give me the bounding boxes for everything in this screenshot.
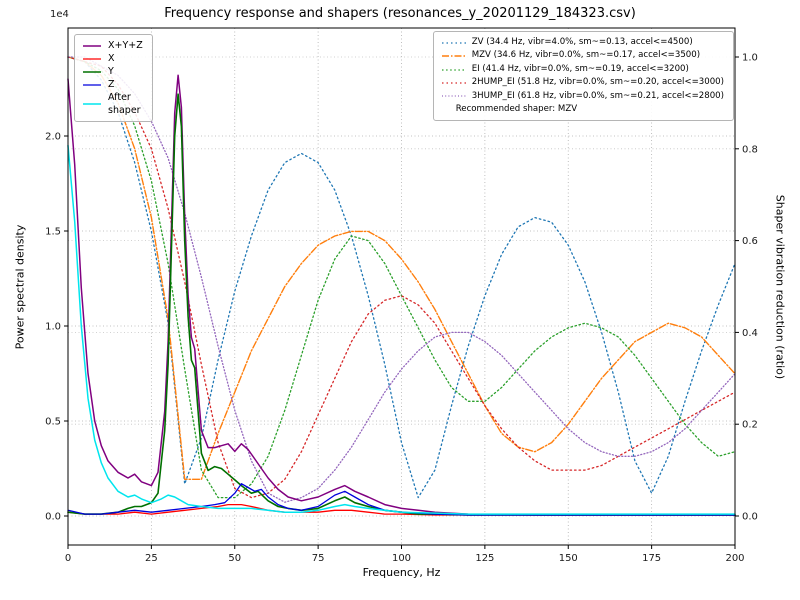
svg-text:0.5: 0.5 — [45, 417, 61, 428]
y-axis-left-label: Power spectral density — [13, 224, 27, 350]
svg-text:2.0: 2.0 — [45, 132, 61, 143]
svg-text:0.2: 0.2 — [742, 420, 758, 431]
legend-label-xyz: X+Y+Z — [108, 40, 143, 51]
line-sample-xyz-icon — [83, 44, 101, 47]
legend-item-after-shaper: After shaper — [82, 91, 143, 117]
svg-text:1.0: 1.0 — [45, 322, 61, 333]
line-sample-mzv-icon — [441, 55, 466, 57]
svg-text:175: 175 — [642, 553, 661, 564]
svg-text:0.8: 0.8 — [742, 144, 758, 155]
line-sample-3hump-ei-icon — [441, 95, 466, 97]
legend-item-2hump-ei: 2HUMP_EI (51.8 Hz, vibr=0.0%, sm~=0.20, … — [441, 76, 724, 89]
line-sample-ei-icon — [441, 68, 466, 71]
legend-item-xyz: X+Y+Z — [82, 39, 143, 52]
y-axis-offset-label: 1e4 — [50, 9, 69, 20]
legend-label-z: Z — [108, 79, 115, 90]
recommended-shaper-text: Recommended shaper: MZV — [455, 104, 578, 115]
legend-item-y: Y — [82, 65, 143, 78]
svg-text:100: 100 — [392, 553, 411, 564]
svg-text:75: 75 — [312, 553, 325, 564]
x-axis-label: Frequency, Hz — [362, 566, 441, 579]
legend-label-x: X — [108, 53, 115, 64]
svg-text:0: 0 — [65, 553, 71, 564]
line-sample-y-icon — [83, 70, 101, 73]
svg-text:1.5: 1.5 — [45, 227, 61, 238]
svg-text:50: 50 — [228, 553, 241, 564]
line-sample-x-icon — [83, 57, 101, 60]
line-sample-zv-icon — [441, 42, 466, 44]
legend-item-x: X — [82, 52, 143, 65]
legend-item-mzv: MZV (34.6 Hz, vibr=0.0%, sm~=0.17, accel… — [441, 49, 724, 62]
svg-text:0.0: 0.0 — [45, 512, 61, 523]
legend-label-zv: ZV (34.4 Hz, vibr=4.0%, sm~=0.13, accel<… — [471, 37, 693, 47]
legend-item-3hump-ei: 3HUMP_EI (61.8 Hz, vibr=0.0%, sm~=0.21, … — [441, 90, 724, 103]
legend-label-y: Y — [108, 66, 114, 77]
line-sample-2hump-ei-icon — [441, 82, 466, 84]
svg-text:150: 150 — [559, 553, 578, 564]
legend-item-zv: ZV (34.4 Hz, vibr=4.0%, sm~=0.13, accel<… — [441, 36, 724, 49]
svg-text:0.6: 0.6 — [742, 236, 758, 247]
legend-recommended-shaper: Recommended shaper: MZV — [441, 103, 724, 116]
svg-text:1.0: 1.0 — [742, 53, 758, 64]
svg-text:200: 200 — [725, 553, 744, 564]
y-axis-right-label: Shaper vibration reduction (ratio) — [773, 194, 787, 380]
legend-item-z: Z — [82, 78, 143, 91]
legend-label-mzv: MZV (34.6 Hz, vibr=0.0%, sm~=0.17, accel… — [471, 50, 701, 61]
line-sample-after-shaper-icon — [83, 103, 101, 105]
legend-psd: X+Y+Z X Y Z After shaper — [74, 34, 153, 122]
svg-text:125: 125 — [475, 553, 494, 564]
line-sample-z-icon — [83, 83, 101, 86]
legend-label-after-shaper: After shaper — [108, 92, 141, 116]
legend-label-ei: EI (41.4 Hz, vibr=0.0%, sm~=0.19, accel<… — [471, 63, 689, 74]
legend-label-2hump-ei: 2HUMP_EI (51.8 Hz, vibr=0.0%, sm~=0.20, … — [471, 77, 724, 88]
legend-shapers: ZV (34.4 Hz, vibr=4.0%, sm~=0.13, accel<… — [432, 31, 734, 122]
svg-text:0.4: 0.4 — [742, 328, 758, 339]
svg-text:25: 25 — [145, 553, 158, 564]
legend-item-ei: EI (41.4 Hz, vibr=0.0%, sm~=0.19, accel<… — [441, 63, 724, 76]
svg-text:0.0: 0.0 — [742, 512, 758, 523]
chart-title: Frequency response and shapers (resonanc… — [164, 6, 636, 21]
legend-label-3hump-ei: 3HUMP_EI (61.8 Hz, vibr=0.0%, sm~=0.21, … — [471, 90, 724, 101]
